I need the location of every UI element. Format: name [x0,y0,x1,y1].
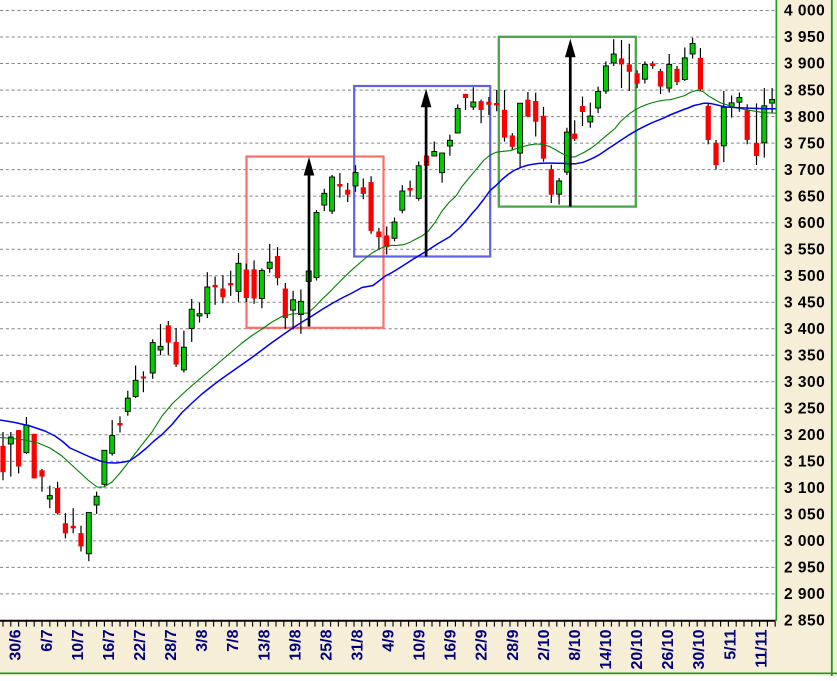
svg-text:13/8: 13/8 [256,629,273,660]
svg-text:10/9: 10/9 [412,629,429,660]
svg-text:28/9: 28/9 [505,629,522,660]
svg-text:26/10: 26/10 [660,629,677,669]
svg-text:2 850: 2 850 [784,613,825,630]
svg-text:19/8: 19/8 [287,629,304,660]
svg-text:3 550: 3 550 [784,241,825,258]
svg-text:3 650: 3 650 [784,188,825,205]
svg-text:3 050: 3 050 [784,507,825,524]
svg-text:3 700: 3 700 [784,162,825,179]
svg-text:22/9: 22/9 [474,629,491,660]
svg-text:4/9: 4/9 [381,629,398,651]
svg-text:3 300: 3 300 [784,374,825,391]
svg-text:3/8: 3/8 [194,629,211,651]
svg-text:2 950: 2 950 [784,560,825,577]
svg-text:10/7: 10/7 [70,629,87,660]
svg-text:16/9: 16/9 [443,629,460,660]
svg-text:2/10: 2/10 [536,629,553,660]
svg-text:3 400: 3 400 [784,321,825,338]
svg-text:3 200: 3 200 [784,427,825,444]
svg-text:14/10: 14/10 [598,629,615,669]
svg-text:6/7: 6/7 [39,629,56,651]
svg-text:30/6: 30/6 [8,629,25,660]
svg-text:30/10: 30/10 [691,629,708,669]
svg-text:3 250: 3 250 [784,401,825,418]
svg-text:16/7: 16/7 [101,629,118,660]
svg-text:4 000: 4 000 [784,3,825,20]
svg-text:2 900: 2 900 [784,586,825,603]
svg-text:20/10: 20/10 [629,629,646,669]
svg-text:3 750: 3 750 [784,135,825,152]
svg-text:11/11: 11/11 [753,629,770,667]
svg-text:5/11: 5/11 [722,629,739,659]
svg-text:3 850: 3 850 [784,82,825,99]
svg-text:22/7: 22/7 [132,629,149,660]
svg-text:3 000: 3 000 [784,533,825,550]
svg-text:3 600: 3 600 [784,215,825,232]
svg-text:3 500: 3 500 [784,268,825,285]
svg-text:3 150: 3 150 [784,454,825,471]
svg-text:8/10: 8/10 [567,629,584,660]
svg-text:3 950: 3 950 [784,29,825,46]
svg-text:3 100: 3 100 [784,480,825,497]
svg-text:25/8: 25/8 [318,629,335,660]
svg-text:7/8: 7/8 [225,629,242,651]
svg-text:28/7: 28/7 [163,629,180,660]
svg-text:3 800: 3 800 [784,109,825,126]
svg-text:3 450: 3 450 [784,294,825,311]
svg-text:3 900: 3 900 [784,56,825,73]
svg-text:3 350: 3 350 [784,348,825,365]
svg-text:31/8: 31/8 [350,629,367,660]
